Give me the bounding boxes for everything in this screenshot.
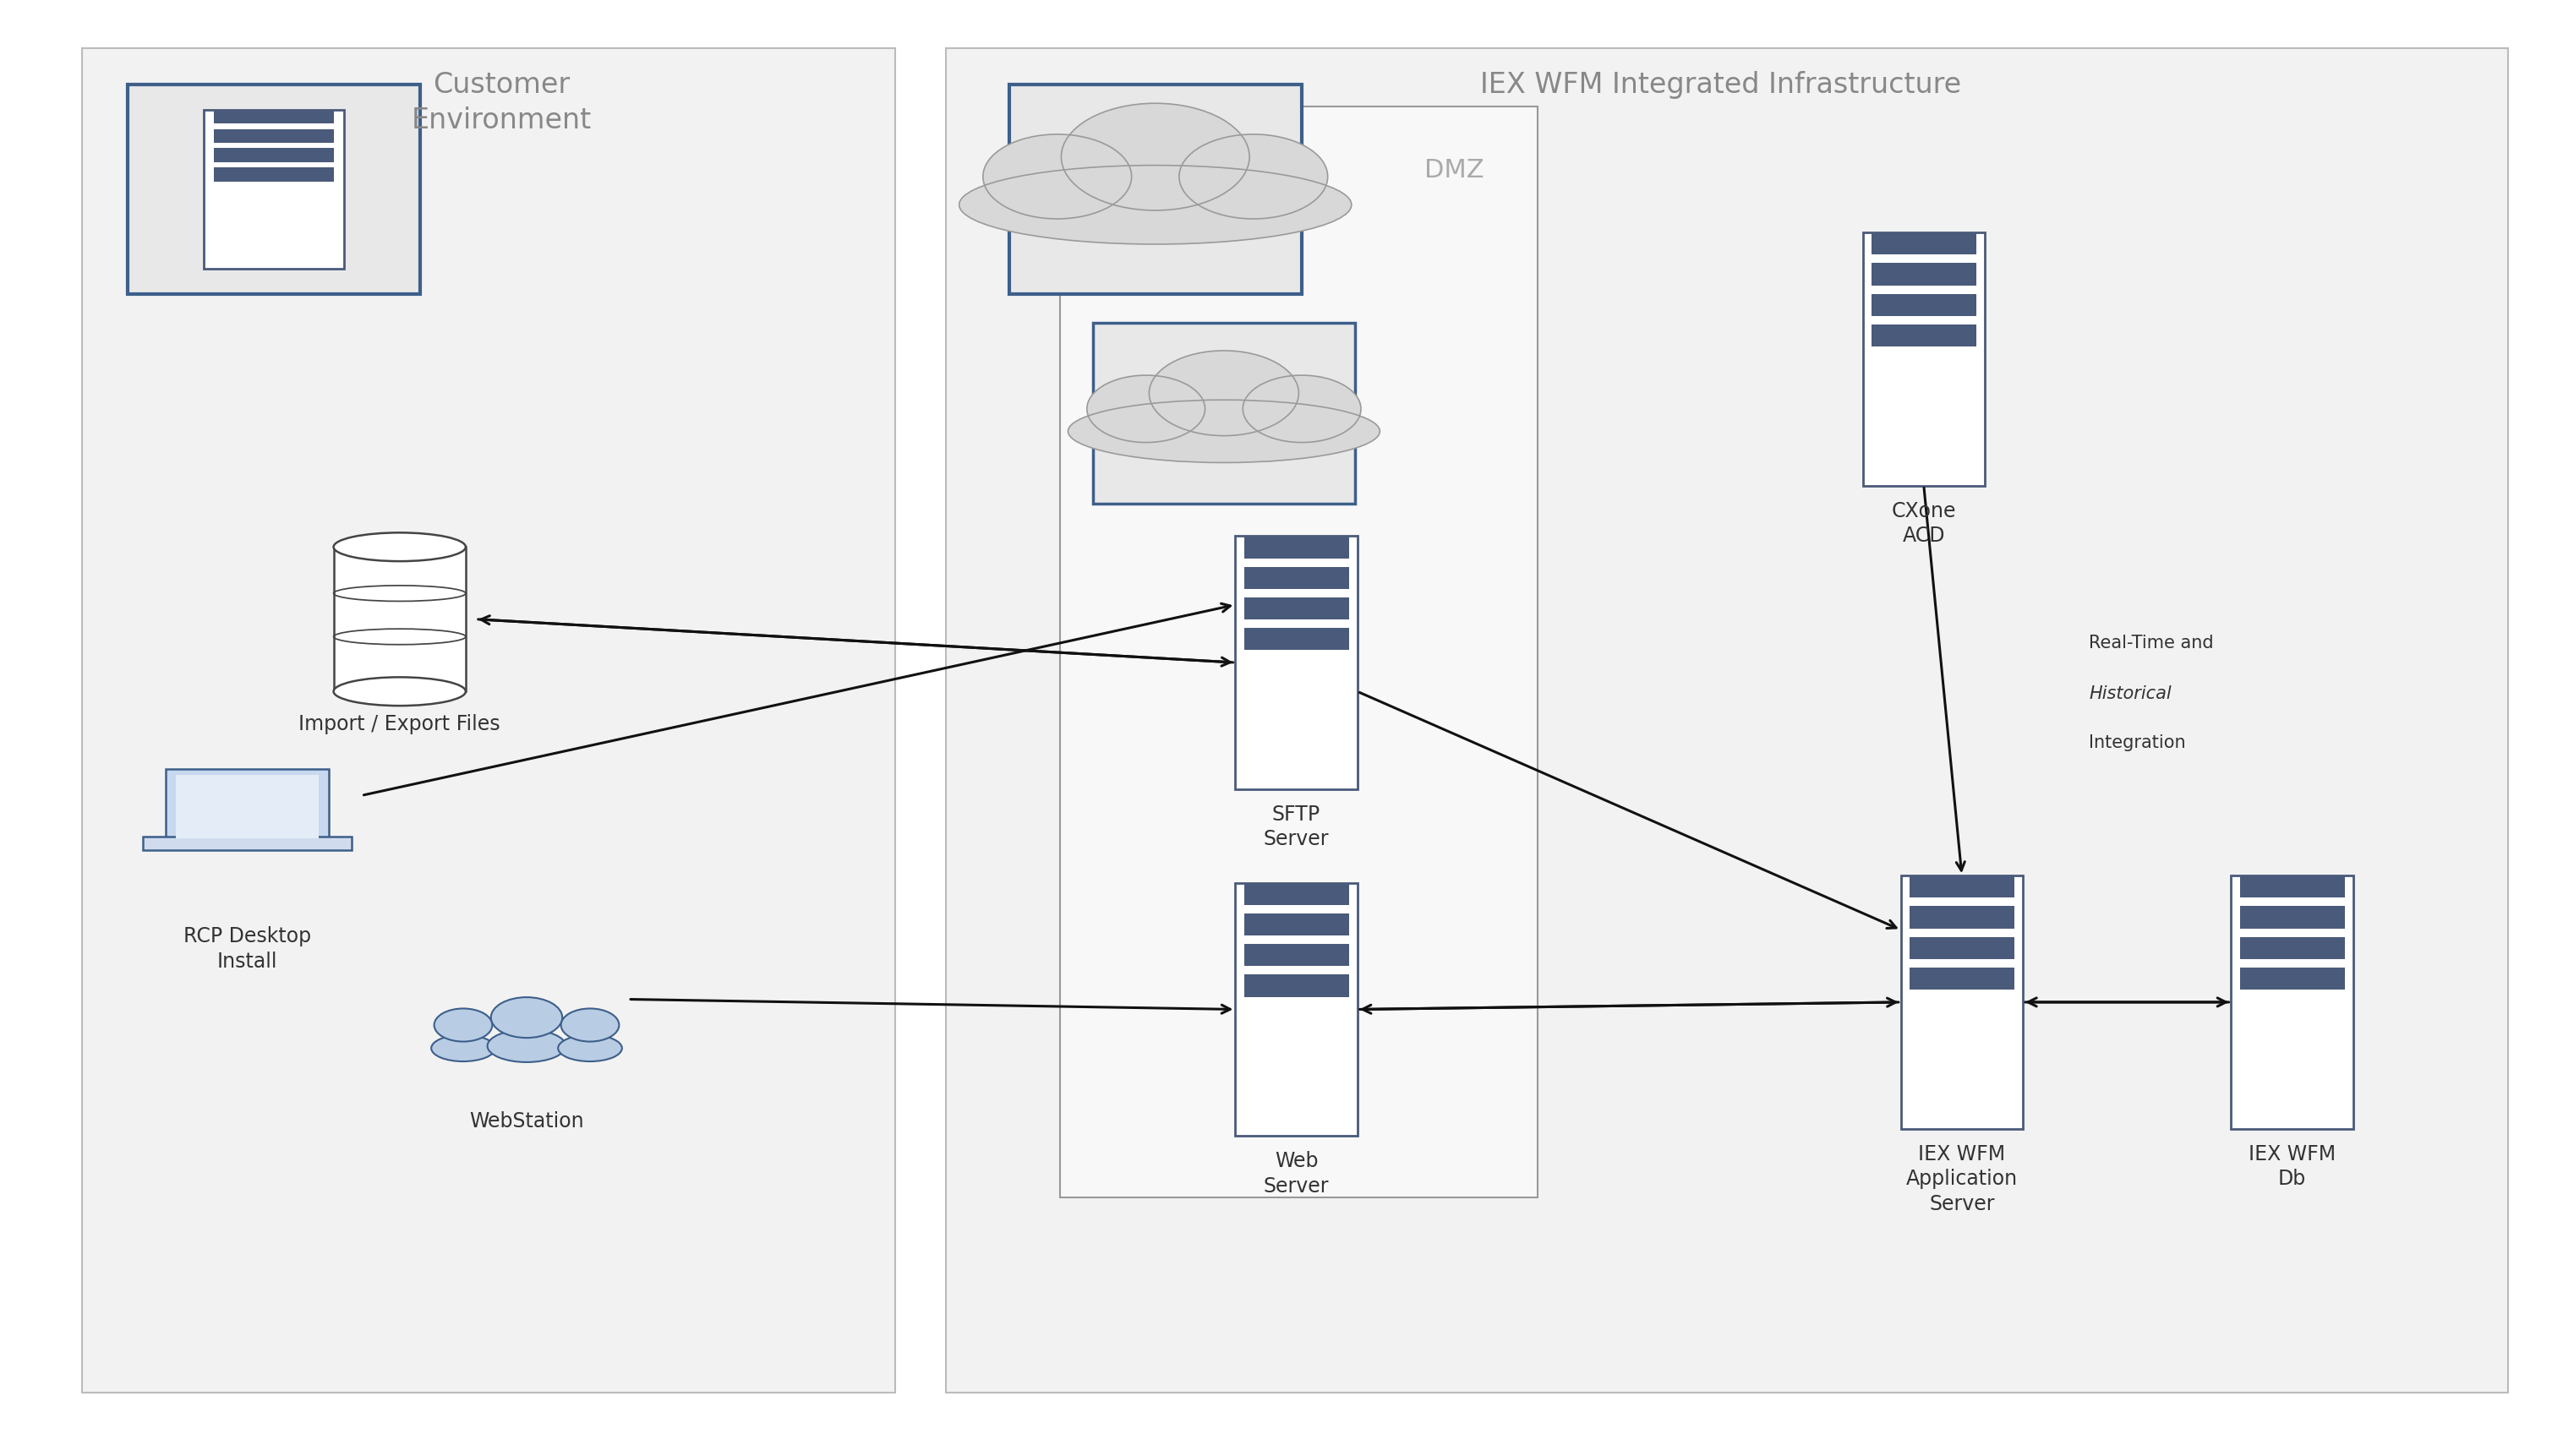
Text: Web
Server: Web Server — [1263, 1150, 1330, 1195]
Bar — [1243, 976, 1350, 997]
Ellipse shape — [487, 1029, 567, 1063]
Bar — [1235, 537, 1358, 789]
Bar — [1059, 106, 1539, 1197]
Bar — [2241, 907, 2345, 929]
Circle shape — [490, 997, 561, 1038]
Bar — [166, 770, 329, 844]
Bar — [2241, 877, 2345, 898]
Bar — [2241, 938, 2345, 960]
Text: Historical: Historical — [2090, 684, 2172, 702]
Bar — [1871, 264, 1975, 285]
Bar — [1909, 877, 2014, 898]
Circle shape — [983, 135, 1131, 220]
Bar — [143, 837, 352, 850]
Bar — [1243, 629, 1350, 651]
Text: Customer
Environment: Customer Environment — [411, 71, 592, 134]
Bar — [214, 149, 334, 163]
Bar — [1909, 938, 2014, 960]
Text: Import / Export Files: Import / Export Files — [299, 713, 500, 734]
Circle shape — [1179, 135, 1327, 220]
Ellipse shape — [960, 166, 1353, 245]
Bar — [1235, 884, 1358, 1136]
Circle shape — [434, 1009, 493, 1042]
Text: IEX WFM
Application
Server: IEX WFM Application Server — [1906, 1143, 2019, 1214]
Bar — [1243, 537, 1350, 559]
Circle shape — [1148, 351, 1299, 437]
Bar — [214, 169, 334, 182]
Text: Real-Time and: Real-Time and — [2090, 635, 2213, 651]
Ellipse shape — [334, 677, 464, 706]
Bar — [1243, 598, 1350, 620]
Ellipse shape — [1067, 400, 1381, 463]
Bar — [1243, 914, 1350, 936]
Bar — [1871, 233, 1975, 255]
Text: SFTP
Server: SFTP Server — [1263, 804, 1330, 849]
Text: IEX WFM
Db: IEX WFM Db — [2248, 1143, 2335, 1188]
Ellipse shape — [334, 533, 464, 562]
Ellipse shape — [431, 1035, 495, 1061]
Bar — [1243, 884, 1350, 906]
Bar — [2241, 968, 2345, 990]
Bar — [1901, 877, 2024, 1128]
Bar — [1871, 294, 1975, 316]
Bar — [1243, 568, 1350, 590]
Bar — [128, 86, 421, 294]
Text: WebStation: WebStation — [470, 1111, 584, 1131]
Bar — [334, 547, 464, 692]
Bar — [1008, 86, 1302, 294]
Bar — [204, 111, 345, 269]
Bar — [82, 50, 896, 1392]
Text: IEX WFM Integrated Infrastructure: IEX WFM Integrated Infrastructure — [1480, 71, 1960, 99]
Bar — [1863, 233, 1985, 486]
Circle shape — [1087, 376, 1205, 443]
Bar — [1909, 907, 2014, 929]
Text: DMZ: DMZ — [1424, 157, 1483, 182]
Bar — [1243, 945, 1350, 967]
Circle shape — [1062, 103, 1250, 211]
Text: RCP Desktop
Install: RCP Desktop Install — [184, 926, 311, 971]
Bar — [947, 50, 2509, 1392]
Text: Integration: Integration — [2090, 734, 2185, 751]
Bar — [214, 130, 334, 144]
Bar — [214, 111, 334, 124]
Circle shape — [561, 1009, 620, 1042]
Circle shape — [1243, 376, 1360, 443]
Bar — [176, 776, 319, 839]
Ellipse shape — [559, 1035, 623, 1061]
Bar — [2230, 877, 2353, 1128]
Bar — [1909, 968, 2014, 990]
Bar — [1092, 323, 1355, 504]
Text: CXone
ACD: CXone ACD — [1891, 501, 1955, 546]
Bar — [1871, 325, 1975, 347]
